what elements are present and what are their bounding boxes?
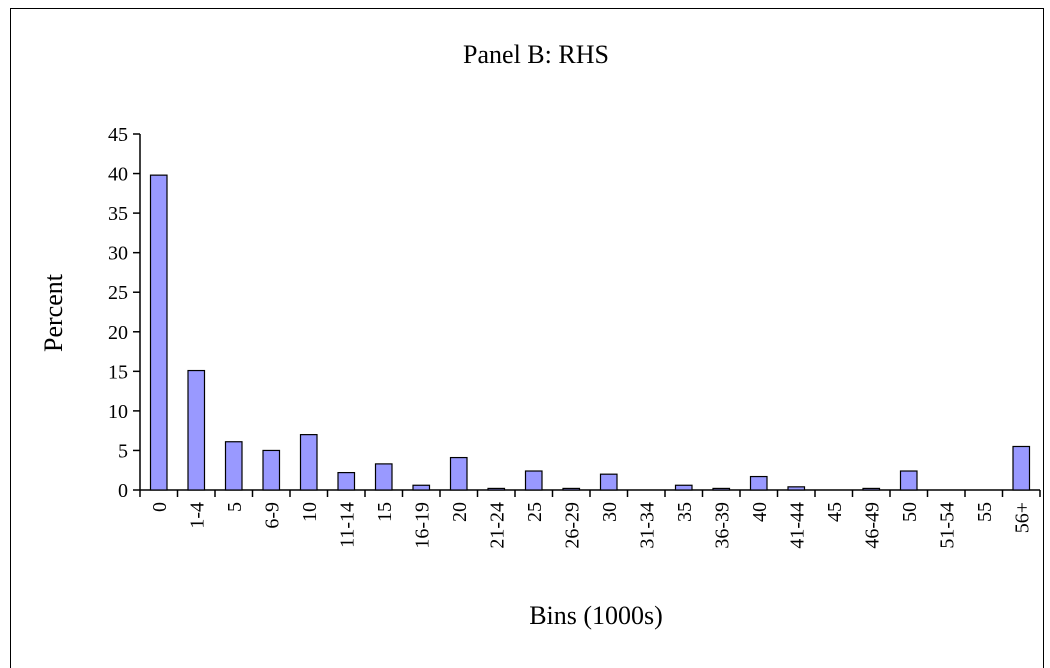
bar-46-49 bbox=[862, 487, 881, 491]
x-tick-label: 25 bbox=[524, 502, 546, 522]
bar-1-4 bbox=[187, 369, 206, 491]
x-tick-label: 41-44 bbox=[786, 502, 808, 549]
x-axis-label: Bins (1000s) bbox=[529, 601, 663, 630]
x-tick-label: 16-19 bbox=[411, 502, 433, 549]
x-tick-label: 40 bbox=[749, 502, 771, 522]
bar-40 bbox=[749, 475, 768, 491]
bar-10 bbox=[299, 434, 318, 491]
x-tick-label: 30 bbox=[599, 502, 621, 522]
y-tick-label: 10 bbox=[108, 401, 128, 423]
x-tick-label: 1-4 bbox=[186, 502, 208, 529]
x-tick-label: 10 bbox=[299, 502, 321, 522]
bar-15 bbox=[374, 463, 393, 491]
x-tick-label: 0 bbox=[149, 502, 171, 512]
y-tick-label: 15 bbox=[108, 361, 128, 383]
x-tick-label: 15 bbox=[374, 502, 396, 522]
chart-title: Panel B: RHS bbox=[463, 40, 609, 69]
y-tick-label: 0 bbox=[118, 480, 128, 502]
x-tick-label: 45 bbox=[824, 502, 846, 522]
bar-36-39 bbox=[712, 487, 731, 491]
y-tick-label: 30 bbox=[108, 243, 128, 265]
bar-20 bbox=[449, 456, 468, 491]
chart-frame bbox=[10, 8, 1044, 668]
bar-30 bbox=[599, 473, 618, 491]
y-tick-label: 20 bbox=[108, 322, 128, 344]
bar-25 bbox=[524, 470, 543, 491]
x-tick-label: 5 bbox=[224, 502, 246, 512]
bar-0 bbox=[149, 174, 168, 491]
x-tick-label: 55 bbox=[974, 502, 996, 522]
x-tick-label: 11-14 bbox=[336, 502, 358, 548]
y-tick-label: 5 bbox=[118, 440, 128, 462]
x-tick-label: 46-49 bbox=[861, 502, 883, 549]
bar-50 bbox=[899, 470, 918, 491]
y-tick-label: 35 bbox=[108, 203, 128, 225]
x-tick-label: 36-39 bbox=[711, 502, 733, 549]
bar-41-44 bbox=[787, 486, 806, 491]
x-tick-label: 26-29 bbox=[561, 502, 583, 549]
x-tick-label: 31-34 bbox=[636, 502, 658, 549]
y-axis-label: Percent bbox=[39, 273, 68, 352]
x-tick-label: 50 bbox=[899, 502, 921, 522]
bar-21-24 bbox=[487, 487, 506, 491]
x-tick-label: 21-24 bbox=[486, 502, 508, 549]
bar-5 bbox=[224, 441, 243, 491]
plot-area: 0 5 10 15 20 25 30 35 40 45 0 1-4 5 6-9 10 11-14 15 16-19… bbox=[108, 124, 1041, 549]
y-tick-label: 45 bbox=[108, 124, 128, 146]
bar-11-14 bbox=[337, 471, 356, 491]
bar-35 bbox=[674, 484, 693, 491]
bar-16-19 bbox=[412, 484, 431, 491]
x-tick-label: 51-54 bbox=[936, 502, 958, 549]
x-tick-label: 56+ bbox=[1011, 502, 1033, 533]
y-tick-label: 40 bbox=[108, 164, 128, 186]
y-tick-label: 25 bbox=[108, 282, 128, 304]
x-tick-label: 35 bbox=[674, 502, 696, 522]
bar-6-9 bbox=[262, 449, 281, 491]
bar-56+ bbox=[1012, 445, 1031, 491]
x-tick-label: 6-9 bbox=[261, 502, 283, 529]
bar-26-29 bbox=[562, 487, 581, 491]
x-tick-label: 20 bbox=[449, 502, 471, 522]
